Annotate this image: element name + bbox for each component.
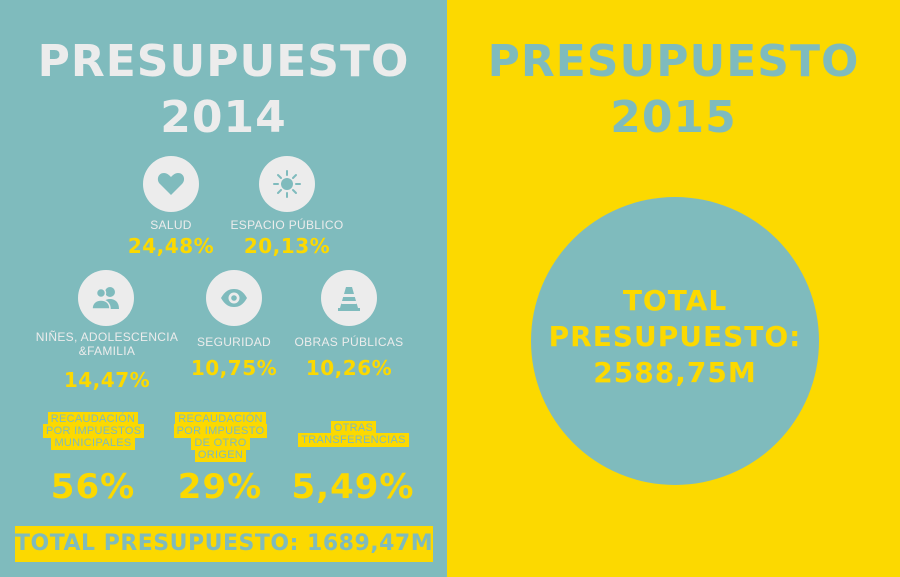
total-2015-text: TOTAL PRESUPUESTO: 2588,75M: [531, 283, 819, 391]
category-label-espacio-publico: ESPACIO PÚBLICO: [230, 218, 344, 232]
traffic-cone-icon: [321, 270, 377, 326]
title-year: 2015: [610, 92, 737, 143]
category-pct-seguridad: 10,75%: [190, 356, 278, 380]
category-pct-espacio-publico: 20,13%: [243, 234, 331, 258]
budget-2014-panel: PRESUPUESTO 2014 SALUD 24,48% ESPACIO PÚ…: [0, 0, 447, 577]
source-label-otro-origen: RECAUDACIÓN POR IMPUESTO DE OTRO ORIGEN: [168, 412, 273, 462]
title-label: PRESUPUESTO: [37, 36, 410, 87]
sun-icon: [259, 156, 315, 212]
eye-icon: [206, 270, 262, 326]
people-icon: [78, 270, 134, 326]
total-2015-line1: TOTAL: [622, 284, 728, 317]
title-label: PRESUPUESTO: [487, 36, 860, 87]
heart-icon: [143, 156, 199, 212]
category-label-salud: SALUD: [150, 218, 192, 232]
total-2015-value: 2588,75M: [593, 356, 757, 389]
budget-2015-panel: PRESUPUESTO 2015 TOTAL PRESUPUESTO: 2588…: [447, 0, 900, 577]
source-pct-municipales: 56%: [50, 467, 136, 507]
category-label-seguridad: SEGURIDAD: [196, 335, 272, 349]
source-label-municipales: RECAUDACIÓN POR IMPUESTOS MUNICIPALES: [43, 412, 145, 450]
title-2015: PRESUPUESTO 2015: [447, 34, 900, 146]
category-pct-salud: 24,48%: [127, 234, 215, 258]
title-year: 2014: [160, 92, 287, 143]
source-pct-otras-transferencias: 5,49%: [291, 467, 415, 507]
category-label-obras-publicas: OBRAS PÚBLICAS: [294, 335, 404, 349]
title-2014: PRESUPUESTO 2014: [0, 34, 447, 146]
source-pct-otro-origen: 29%: [177, 467, 263, 507]
category-pct-obras-publicas: 10,26%: [305, 356, 393, 380]
source-label-otras-transferencias: OTRAS TRANSFERENCIAS: [296, 421, 411, 447]
total-2015-line2: PRESUPUESTO:: [548, 320, 802, 353]
total-2014: TOTAL PRESUPUESTO: 1689,47M: [15, 526, 433, 562]
category-label-ninez: NIÑES, ADOLESCENCIA &FAMILIA: [35, 330, 179, 358]
category-pct-ninez: 14,47%: [63, 368, 151, 392]
total-2015-circle: TOTAL PRESUPUESTO: 2588,75M: [531, 197, 819, 485]
